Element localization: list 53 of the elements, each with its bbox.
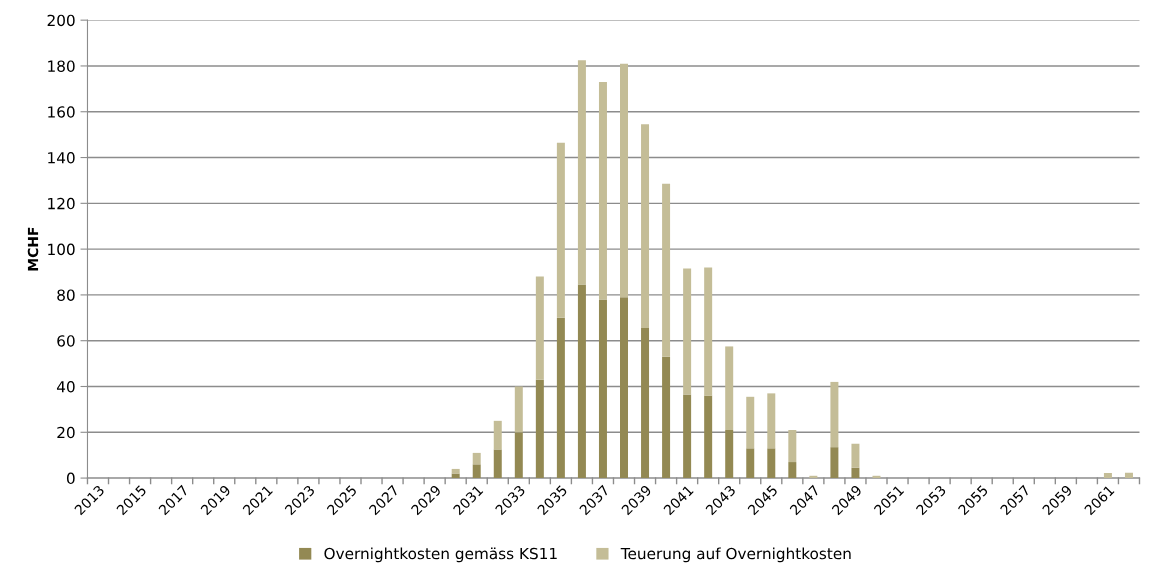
bar bbox=[1124, 472, 1133, 479]
bar bbox=[725, 346, 734, 430]
bar bbox=[598, 299, 607, 479]
bar bbox=[514, 432, 523, 479]
y-tick-label: 100 bbox=[48, 243, 75, 256]
y-tick-label: 140 bbox=[48, 152, 75, 164]
bar bbox=[830, 381, 839, 448]
bar bbox=[577, 60, 586, 285]
bar bbox=[662, 356, 671, 479]
bar bbox=[641, 328, 650, 479]
bar bbox=[451, 468, 460, 474]
bar bbox=[535, 379, 544, 479]
bar bbox=[746, 396, 755, 449]
bar bbox=[493, 449, 502, 479]
bar bbox=[535, 276, 544, 380]
y-tick-label: 160 bbox=[48, 106, 75, 118]
y-tick-label: 120 bbox=[48, 197, 75, 210]
y-axis-title: MCHF bbox=[27, 227, 39, 271]
bar bbox=[556, 142, 565, 318]
bar bbox=[620, 297, 628, 479]
bar bbox=[767, 448, 776, 479]
bar bbox=[683, 268, 692, 395]
bar bbox=[683, 394, 692, 479]
y-tick-label: 200 bbox=[47, 14, 75, 27]
bar bbox=[556, 317, 565, 479]
bar bbox=[746, 448, 755, 479]
bar bbox=[788, 462, 797, 479]
y-tick-label: 40 bbox=[56, 380, 75, 393]
bar bbox=[704, 267, 713, 396]
bar bbox=[767, 393, 776, 449]
bar bbox=[662, 183, 671, 357]
legend-label: Teuerung auf Overnightkosten bbox=[620, 547, 851, 563]
bar bbox=[725, 430, 734, 479]
bar bbox=[830, 447, 839, 479]
bar bbox=[514, 386, 523, 433]
bar bbox=[1103, 473, 1112, 479]
bar bbox=[704, 395, 713, 479]
bar bbox=[598, 81, 607, 300]
legend-label: Overnightkosten gemäss KS11 bbox=[324, 547, 557, 563]
y-tick-label: 0 bbox=[66, 472, 75, 485]
bar bbox=[851, 443, 860, 468]
y-tick-label: 180 bbox=[48, 60, 75, 72]
y-tick-label: 80 bbox=[57, 289, 75, 301]
bar bbox=[641, 124, 650, 329]
bar bbox=[472, 452, 481, 465]
bar bbox=[577, 284, 586, 479]
bar bbox=[620, 63, 628, 298]
bar bbox=[472, 464, 481, 479]
bar bbox=[788, 430, 797, 463]
y-tick-label: 20 bbox=[57, 426, 75, 439]
y-tick-label: 60 bbox=[57, 335, 75, 347]
bar bbox=[851, 467, 860, 479]
bar bbox=[493, 420, 502, 450]
